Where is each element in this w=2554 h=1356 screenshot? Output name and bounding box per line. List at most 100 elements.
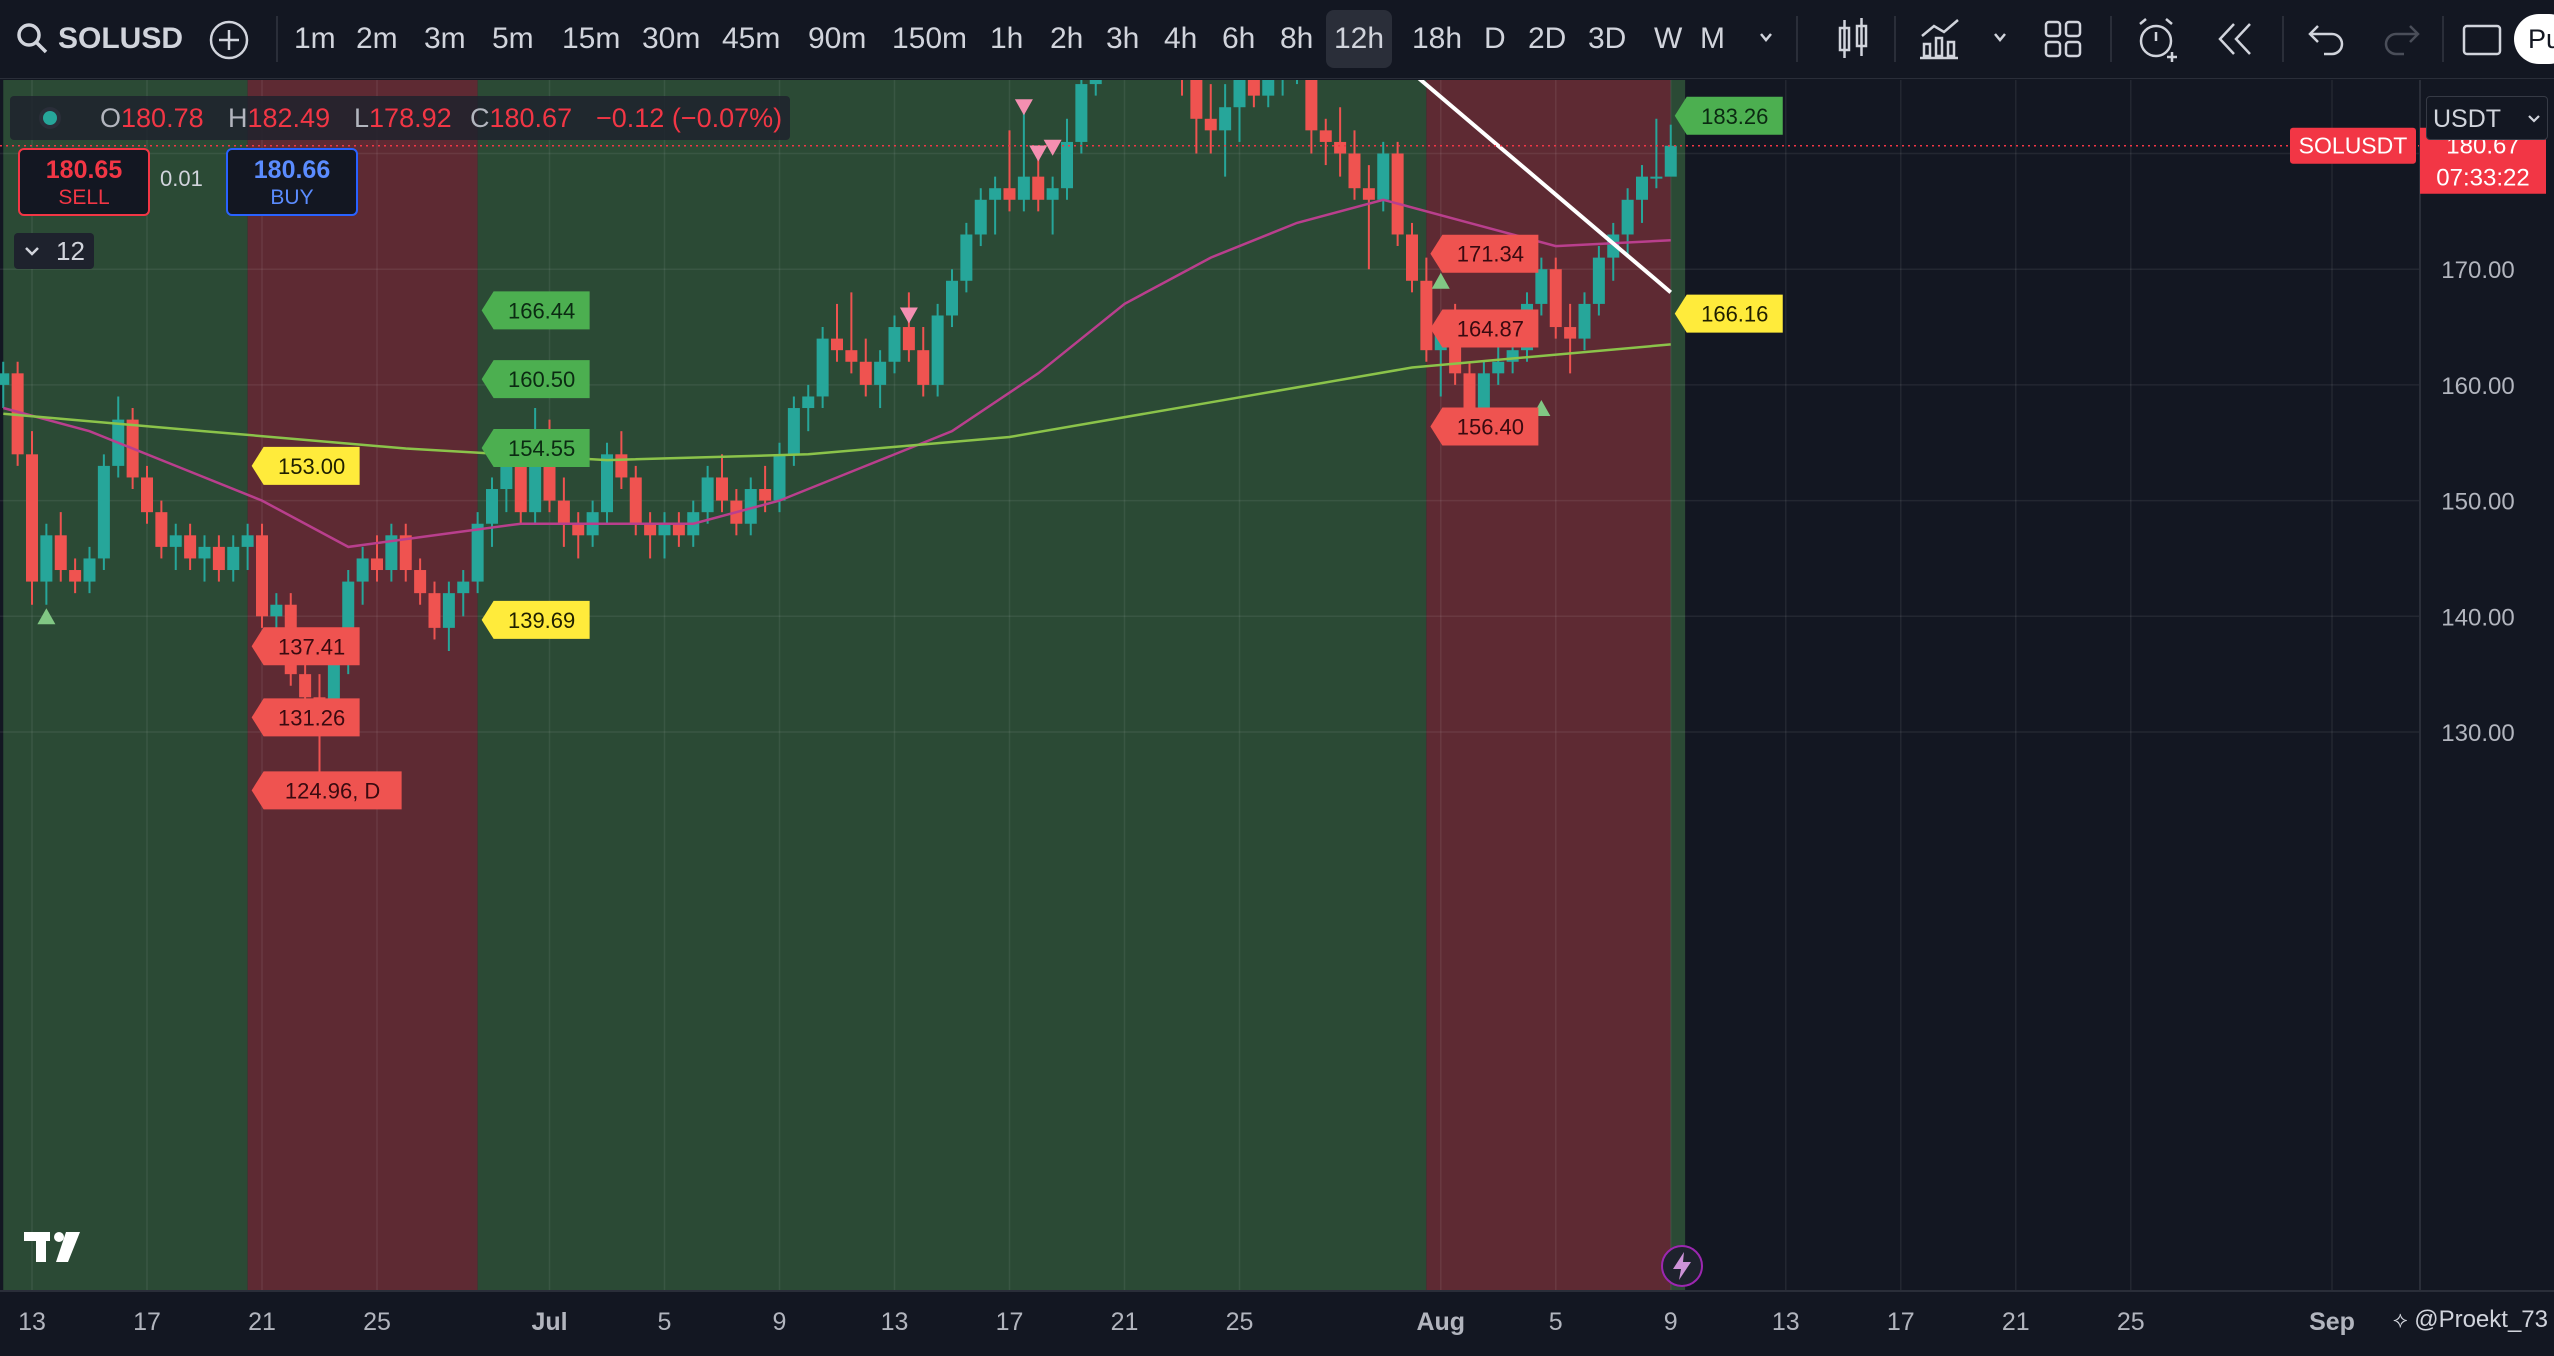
toolbar-separator [2282,16,2284,62]
price-axis[interactable] [2420,80,2554,1290]
timeframe-M[interactable]: M [1700,22,1725,55]
timeframe-W[interactable]: W [1654,22,1683,55]
publish-button[interactable]: Pu [2514,14,2554,64]
open-value: 180.78 [121,103,204,133]
timeframe-1m[interactable]: 1m [294,22,336,55]
time-axis-tick: 17 [1887,1308,1915,1336]
candle-body [1477,373,1490,409]
spread-value: 0.01 [160,166,203,191]
price-tag-label: 164.87 [1457,317,1524,342]
timeframe-8h[interactable]: 8h [1280,22,1314,55]
indicators-icon[interactable] [1914,14,1964,64]
timeframe-90m[interactable]: 90m [808,22,867,55]
candle-body [227,546,240,571]
toolbar-separator [2110,16,2112,62]
sell-label: SELL [58,186,110,209]
candle-body [1204,118,1217,131]
candle-body [356,558,369,582]
currency-select[interactable]: USDT [2426,96,2548,140]
fullscreen-icon[interactable] [2458,14,2508,64]
price-tag-label: 131.26 [278,705,345,730]
timeframe-1h[interactable]: 1h [990,22,1024,55]
chart-area[interactable]: 196.94190.10183.26190.00166.16171.34164.… [0,80,2554,1290]
timeframe-12h[interactable]: 12h [1326,10,1393,68]
timeframe-2h[interactable]: 2h [1050,22,1084,55]
time-axis-tick: Aug [1416,1308,1465,1336]
candles-icon[interactable] [1828,14,1878,64]
candle-body [1334,141,1347,154]
candle-body [40,535,53,582]
undo-icon[interactable] [2302,14,2352,64]
trendline[interactable] [1153,80,1673,294]
price-tag-label: 166.44 [508,298,575,323]
timeframe-3D[interactable]: 3D [1588,22,1627,55]
toolbar-separator [1796,16,1798,62]
candle-body [83,558,96,582]
candle-body [184,535,197,559]
timeframe-D[interactable]: D [1484,22,1506,55]
indicator-count: 12 [56,236,85,266]
time-axis-tick: 25 [2117,1308,2145,1336]
price-tag-label: 137.41 [278,634,345,659]
timeframe-150m[interactable]: 150m [892,22,968,55]
candle-body [888,327,901,362]
candle-body [716,477,728,501]
timeframe-3m[interactable]: 3m [424,22,466,55]
chevron-down-icon[interactable] [1994,18,2006,58]
candle-body [917,350,930,385]
candle-body [97,465,110,559]
price-tag-label: 183.26 [1701,104,1768,129]
candle-body [672,523,685,536]
candle-body [1535,269,1548,304]
low-key: L [354,103,370,133]
price-tag [481,360,590,399]
candle-body [514,465,527,513]
candle-body [1247,80,1260,96]
bar-countdown-label: 07:33:22 [2436,165,2529,192]
layout-grid-icon[interactable] [2038,14,2088,64]
sell-button[interactable]: 180.65 SELL [18,148,150,216]
candle-body [759,489,772,501]
timeframe-5m[interactable]: 5m [492,22,534,55]
timeframe-3h[interactable]: 3h [1106,22,1140,55]
time-axis-tick: 9 [773,1308,787,1336]
timeframe-45m[interactable]: 45m [722,22,781,55]
timeframe-18h[interactable]: 18h [1412,22,1463,55]
timeframe-2D[interactable]: 2D [1528,22,1567,55]
candle-body [902,327,915,351]
time-axis-tick: Sep [2309,1308,2355,1336]
time-axis-tick: 9 [1664,1308,1678,1336]
alert-clock-icon[interactable] [2132,14,2182,64]
chevron-down-icon[interactable] [1760,18,1772,58]
search-icon[interactable] [14,20,50,56]
timeframe-15m[interactable]: 15m [562,22,621,55]
replay-icon[interactable] [2210,14,2260,64]
symbol-price-tag [2290,127,2416,164]
timeframe-4h[interactable]: 4h [1164,22,1198,55]
price-tag-label: 139.69 [508,608,575,633]
candle-body [874,361,887,385]
price-axis-tick: 140.00 [2441,604,2514,631]
candle-body [500,465,513,490]
price-chart[interactable]: 196.94190.10183.26190.00166.16171.34164.… [0,80,2554,1290]
time-axis-tick: 5 [658,1308,672,1336]
time-axis[interactable]: 13 17 21 25 Jul 5 9 13 17 21 25 Aug 5 9 13 17 21 25 Sep [0,1292,2554,1356]
indicators-collapse-toggle[interactable]: 12 [14,233,94,269]
candle-body [141,477,153,513]
status-dot-icon[interactable] [38,106,62,130]
candle-body [1592,257,1605,304]
candle-body [1075,84,1088,142]
toolbar-separator [1894,16,1896,62]
symbol-name[interactable]: SOLUSD [58,22,184,55]
timeframe-6h[interactable]: 6h [1222,22,1256,55]
add-symbol-icon[interactable] [208,19,250,61]
timeframe-30m[interactable]: 30m [642,22,701,55]
candle-body [414,570,427,594]
price-tag-label: 171.34 [1457,242,1524,267]
time-axis-tick: 13 [881,1308,909,1336]
toolbar-separator [2442,16,2444,62]
lightning-icon[interactable] [1660,1244,1704,1288]
timeframe-2m[interactable]: 2m [356,22,398,55]
redo-icon[interactable] [2376,14,2426,64]
buy-button[interactable]: 180.66 BUY [226,148,358,216]
